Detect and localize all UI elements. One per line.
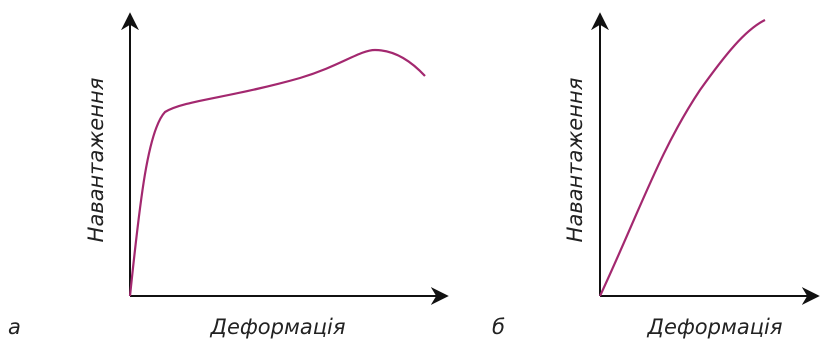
x-axis-label: Деформація xyxy=(647,315,783,339)
panel-label: а xyxy=(8,315,21,339)
y-axis-label: Навантаження xyxy=(563,78,587,243)
x-axis-label: Деформація xyxy=(210,315,346,339)
curve xyxy=(128,48,426,297)
panel-b: Навантаження Деформація б xyxy=(492,12,820,339)
panel-a: Навантаження Деформація а xyxy=(8,12,449,339)
y-axis-label: Навантаження xyxy=(84,78,108,243)
panel-label: б xyxy=(492,315,505,339)
curve xyxy=(599,19,766,297)
